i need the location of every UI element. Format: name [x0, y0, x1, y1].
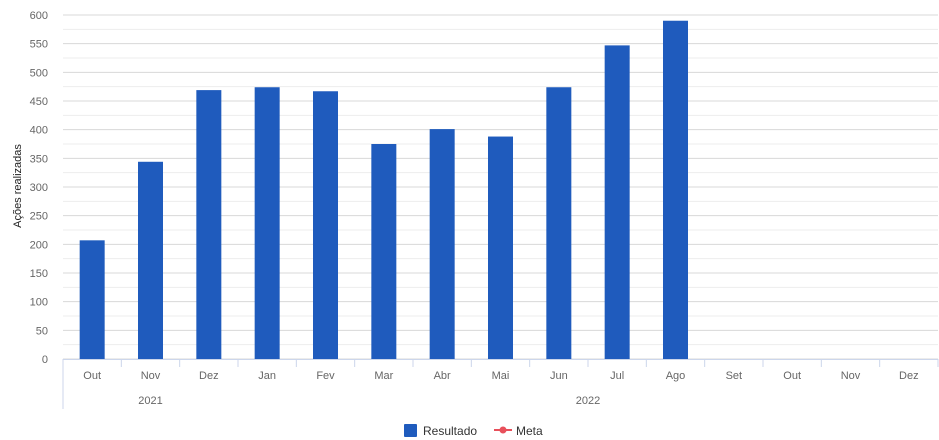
- x-tick-label: Out: [783, 370, 801, 382]
- year-labels: 2021 2022: [138, 395, 600, 407]
- y-axis-label: Ações realizadas: [12, 144, 24, 228]
- x-tick-label: Ago: [666, 370, 686, 382]
- x-tick-label: Out: [83, 370, 101, 382]
- bar: [488, 136, 513, 359]
- x-tick-label: Abr: [434, 370, 451, 382]
- x-tick-label: Set: [726, 370, 743, 382]
- y-tick-label: 200: [30, 239, 48, 251]
- legend-item-resultado[interactable]: Resultado: [404, 424, 477, 438]
- y-tick-label: 500: [30, 67, 48, 79]
- x-tick-label: Jun: [550, 370, 568, 382]
- y-tick-label: 350: [30, 153, 48, 165]
- y-tick-label: 0: [42, 354, 48, 366]
- bar: [254, 87, 280, 360]
- bar: [371, 144, 397, 359]
- legend-swatch-resultado: [404, 424, 417, 437]
- bars: [79, 20, 688, 360]
- bar: [663, 20, 688, 359]
- bar: [313, 91, 338, 360]
- legend-item-meta[interactable]: Meta: [494, 424, 543, 438]
- x-tick-label: Dez: [199, 370, 219, 382]
- legend[interactable]: Resultado Meta: [404, 424, 543, 438]
- x-tick-label: Mai: [492, 370, 510, 382]
- y-tick-label: 50: [36, 325, 48, 337]
- y-tick-label: 550: [30, 39, 48, 51]
- x-tick-label: Fev: [316, 370, 335, 382]
- bar: [138, 161, 163, 359]
- x-tick-label: Jul: [610, 370, 624, 382]
- y-tick-label: 100: [30, 297, 48, 309]
- year-label: 2022: [576, 395, 600, 407]
- bar: [196, 90, 222, 360]
- y-tick-label: 600: [30, 10, 48, 22]
- y-axis-ticks: 0 50 100 150 200 250 300 350 400 450 500 550 600: [30, 10, 48, 366]
- bar: [604, 45, 630, 360]
- x-tick-label: Dez: [899, 370, 919, 382]
- bar: [79, 240, 105, 359]
- legend-label-resultado: Resultado: [423, 424, 477, 438]
- x-tick-label: Mar: [374, 370, 393, 382]
- x-tick-label: Nov: [841, 370, 861, 382]
- legend-marker-meta: [499, 426, 507, 434]
- y-tick-label: 300: [30, 182, 48, 194]
- y-tick-label: 450: [30, 96, 48, 108]
- x-axis-ticks: Out Nov Dez Jan Fev Mar Abr Mai Jun Jul Ago Set Out N…: [83, 370, 918, 382]
- year-label: 2021: [138, 395, 162, 407]
- y-tick-label: 150: [30, 268, 48, 280]
- legend-label-meta: Meta: [516, 424, 543, 438]
- y-tick-label: 250: [30, 211, 48, 223]
- y-tick-label: 400: [30, 125, 48, 137]
- x-axis: [62, 359, 939, 409]
- x-tick-label: Nov: [141, 370, 161, 382]
- bar: [546, 87, 572, 360]
- bar: [429, 129, 455, 359]
- x-tick-label: Jan: [258, 370, 276, 382]
